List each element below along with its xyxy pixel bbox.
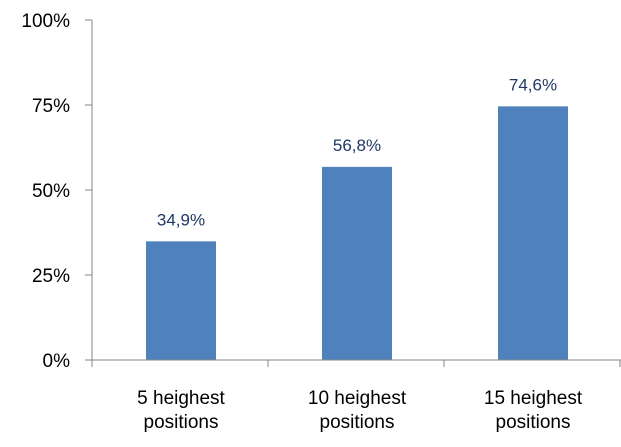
x-axis-labels: 5 heighest positions 10 heighest positions 1… [137,388,583,433]
bar [146,241,216,360]
y-axis-ticks: 0% 25% 50% 75% 100% [21,11,92,372]
y-tick-label: 25% [32,266,70,287]
bar [322,166,392,360]
data-label: 34,9% [157,210,205,229]
x-category-label: 15 heighest [484,388,583,409]
data-label: 74,6% [509,75,557,94]
data-label: 56,8% [333,136,381,155]
x-category-label: positions [144,412,219,433]
x-category-label: positions [496,412,571,433]
bar [498,106,568,360]
x-axis-ticks [91,360,621,367]
y-tick-label: 0% [43,351,71,372]
x-category-label: positions [320,412,395,433]
y-tick-label: 100% [21,11,70,32]
y-tick-label: 50% [32,181,70,202]
y-tick-label: 75% [32,96,70,117]
x-category-label: 5 heighest [137,388,225,409]
bars [146,106,568,360]
x-category-label: 10 heighest [308,388,407,409]
data-labels: 34,9% 56,8% 74,6% [157,75,557,229]
